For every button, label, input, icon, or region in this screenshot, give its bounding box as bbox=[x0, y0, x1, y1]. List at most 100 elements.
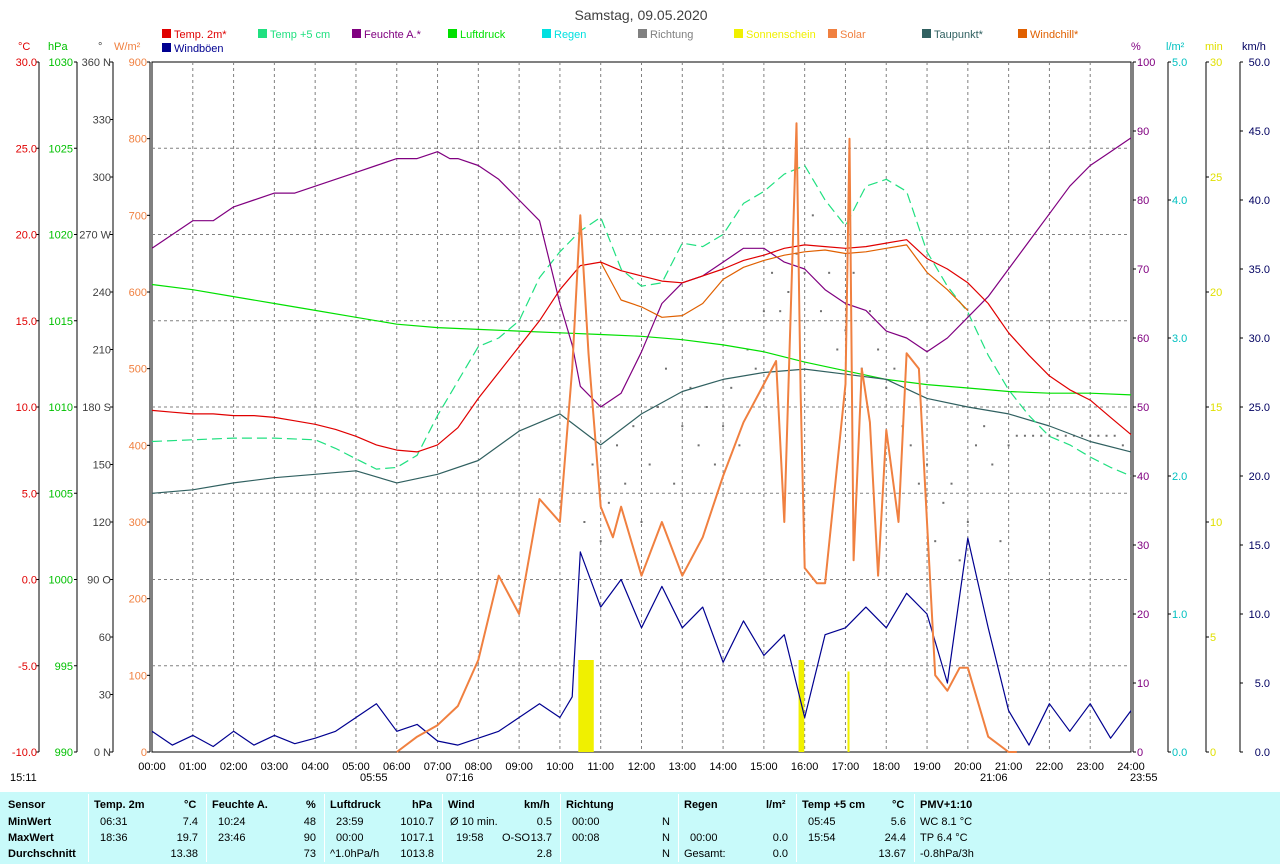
direction-point bbox=[917, 482, 920, 485]
direction-point bbox=[607, 501, 610, 504]
humidity-tick-label: 0 bbox=[1137, 747, 1143, 759]
wind-avg-value: 2.8 bbox=[536, 848, 552, 860]
wind-tick-label: 40.0 bbox=[1249, 195, 1270, 207]
sunshine-tick-label: 30 bbox=[1210, 57, 1222, 69]
direction-tick-label: 210 bbox=[93, 345, 111, 357]
x-tick-label: 02:00 bbox=[220, 761, 248, 773]
press-min-value: 1010.7 bbox=[400, 816, 434, 828]
sunshine-tick-label: 15 bbox=[1210, 402, 1222, 414]
x-tick-label: 13:00 bbox=[669, 761, 697, 773]
solar-tick-label: 200 bbox=[129, 594, 147, 606]
legend-label: Windchill* bbox=[1030, 29, 1079, 41]
direction-tick-label: 0 N bbox=[94, 747, 111, 759]
hum-max-time: 23:46 bbox=[218, 832, 246, 844]
dir-r2-value: N bbox=[662, 832, 670, 844]
temp-max-time: 18:36 bbox=[100, 832, 128, 844]
direction-point bbox=[926, 463, 929, 466]
temp-axis-unit: °C bbox=[18, 41, 30, 53]
direction-point bbox=[705, 406, 708, 408]
temp-tick-label: 30.0 bbox=[16, 57, 37, 69]
statistics-table: Sensor MinWert MaxWert Durchschnitt Temp… bbox=[0, 792, 1280, 864]
hum-avg-value: 73 bbox=[303, 848, 316, 860]
axes: 00:00 01:00 02:00 03:00 04:00 05:00 06:00 07:00… bbox=[12, 41, 1270, 773]
event-time-label: 05:55 bbox=[360, 772, 388, 784]
pressure-tick-label: 1030 bbox=[49, 57, 73, 69]
direction-point bbox=[1048, 434, 1051, 437]
x-tick-label: 24:00 bbox=[1117, 761, 1145, 773]
series-pressure bbox=[151, 283, 1132, 396]
legend-label: Luftdruck bbox=[460, 29, 506, 41]
wind-tick-label: 5.0 bbox=[1255, 678, 1270, 690]
direction-point bbox=[811, 214, 814, 217]
legend-swatch bbox=[734, 29, 743, 38]
x-tick-label: 08:00 bbox=[465, 761, 493, 773]
direction-tick-label: 120 bbox=[93, 517, 111, 529]
direction-point bbox=[713, 463, 716, 466]
hum-max-value: 90 bbox=[303, 832, 316, 844]
stats-row-avg: Durchschnitt bbox=[8, 848, 76, 860]
x-tick-label: 06:00 bbox=[383, 761, 411, 773]
direction-point bbox=[1040, 434, 1043, 437]
humidity-tick-label: 90 bbox=[1137, 126, 1149, 138]
stats-header-pressure: Luftdruck bbox=[330, 799, 381, 811]
temp-tick-label: -5.0 bbox=[18, 661, 37, 673]
direction-point bbox=[664, 367, 667, 370]
stats-header-sensor: Sensor bbox=[8, 799, 46, 811]
temp-tick-label: 15.0 bbox=[16, 316, 37, 328]
legend-label: Temp. 2m* bbox=[174, 29, 227, 41]
x-tick-label: 11:00 bbox=[587, 761, 614, 773]
solar-tick-label: 400 bbox=[129, 440, 147, 452]
legend-swatch bbox=[162, 43, 171, 52]
chart-title: Samstag, 09.05.2020 bbox=[574, 7, 707, 23]
direction-point bbox=[779, 310, 782, 313]
stats-header-temp: Temp. 2m bbox=[94, 799, 145, 811]
wind-tick-label: 30.0 bbox=[1249, 333, 1270, 345]
direction-point bbox=[983, 425, 986, 428]
direction-point bbox=[877, 348, 880, 351]
temp-tick-label: -10.0 bbox=[12, 747, 37, 759]
legend-label: Taupunkt* bbox=[934, 29, 984, 41]
direction-point bbox=[624, 482, 627, 485]
direction-tick-label: 30 bbox=[99, 690, 111, 702]
direction-point bbox=[966, 521, 969, 523]
dir-r1-time: 00:00 bbox=[572, 816, 600, 828]
stats-row-max: MaxWert bbox=[8, 832, 54, 844]
direction-point bbox=[1032, 434, 1035, 437]
direction-point bbox=[803, 271, 806, 274]
solar-tick-label: 0 bbox=[141, 747, 147, 759]
x-tick-label: 14:00 bbox=[709, 761, 737, 773]
direction-point bbox=[974, 444, 977, 447]
pmv-dewpoint: TP 6.4 °C bbox=[920, 832, 968, 844]
direction-point bbox=[738, 444, 741, 447]
legend-label: Sonnenschein bbox=[746, 29, 816, 41]
direction-point bbox=[828, 271, 831, 274]
solar-tick-label: 900 bbox=[129, 57, 147, 69]
direction-point bbox=[599, 540, 602, 543]
x-tick-label: 05:00 bbox=[342, 761, 370, 773]
legend-swatch bbox=[638, 29, 647, 38]
direction-point bbox=[754, 367, 757, 370]
legend: Temp. 2m* Temp +5 cm Feuchte A.* Luftdruck R… bbox=[162, 29, 1079, 55]
direction-point bbox=[1105, 434, 1108, 437]
x-tick-label: 18:00 bbox=[872, 761, 900, 773]
event-time-label: 15:11 bbox=[10, 772, 37, 784]
stats-header-temp5-unit: °C bbox=[892, 799, 905, 811]
legend-swatch bbox=[258, 29, 267, 38]
direction-tick-label: 180 S bbox=[82, 402, 111, 414]
direction-point bbox=[648, 463, 651, 466]
stats-header-wind-unit: km/h bbox=[524, 799, 550, 811]
pressure-axis-unit: hPa bbox=[48, 41, 68, 53]
solar-tick-label: 500 bbox=[129, 364, 147, 376]
humidity-tick-label: 70 bbox=[1137, 264, 1149, 276]
x-tick-label: 12:00 bbox=[628, 761, 656, 773]
solar-tick-label: 100 bbox=[129, 670, 147, 682]
x-tick-label: 03:00 bbox=[261, 761, 289, 773]
wind-tick-label: 45.0 bbox=[1249, 126, 1270, 138]
humidity-tick-label: 40 bbox=[1137, 471, 1149, 483]
plot-area bbox=[151, 122, 1132, 753]
temp5-min-time: 05:45 bbox=[808, 816, 836, 828]
x-tick-label: 04:00 bbox=[301, 761, 329, 773]
rain-tick-label: 1.0 bbox=[1172, 609, 1187, 621]
humidity-tick-label: 60 bbox=[1137, 333, 1149, 345]
x-tick-label: 19:00 bbox=[913, 761, 941, 773]
